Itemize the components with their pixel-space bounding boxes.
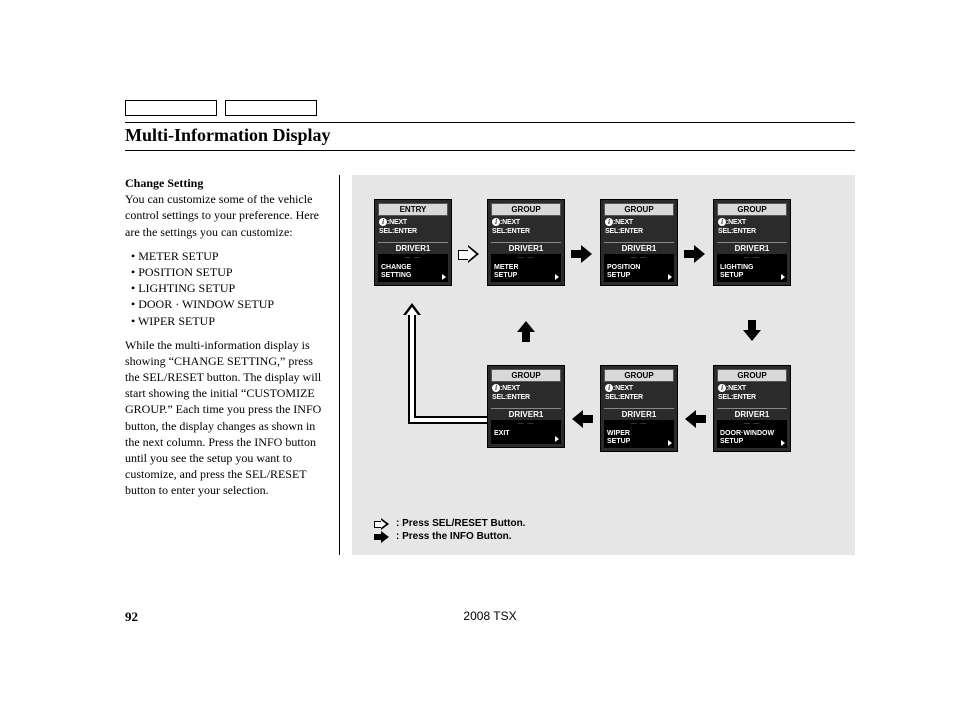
screen-header: GROUP [491, 369, 561, 382]
screen-footer: WIPERSETUP [604, 428, 674, 448]
screen-dots: — — [491, 254, 561, 262]
tab-blank-1 [125, 100, 217, 116]
screen-info: i:NEXTSEL:ENTER [717, 382, 787, 404]
intro-text: You can customize some of the vehicle co… [125, 192, 319, 238]
manual-page: Multi-Information Display Change Setting… [125, 100, 855, 555]
screen-dots: — — [604, 254, 674, 262]
settings-list: METER SETUP POSITION SETUP LIGHTING SETU… [131, 248, 327, 329]
list-item: METER SETUP [131, 248, 327, 264]
list-item: LIGHTING SETUP [131, 280, 327, 296]
screen-header: ENTRY [378, 203, 448, 216]
screen-position: GROUPi:NEXTSEL:ENTER DRIVER1— —POSITIONSE… [600, 199, 678, 286]
arrow-down-solid [743, 320, 761, 342]
screen-dots: — — [491, 420, 561, 428]
screen-exit: GROUPi:NEXTSEL:ENTER DRIVER1— —EXIT [487, 365, 565, 448]
screen-footer: EXIT [491, 428, 561, 444]
screen-driver: DRIVER1 [491, 242, 561, 254]
text-column: Change Setting You can customize some of… [125, 175, 340, 555]
screen-lighting: GROUPi:NEXTSEL:ENTER DRIVER1— —LIGHTINGSE… [713, 199, 791, 286]
screen-dots: — — [378, 254, 448, 262]
screen-footer: POSITIONSETUP [604, 262, 674, 282]
screen-dots: — — [717, 420, 787, 428]
page-number: 92 [125, 609, 138, 625]
screen-footer: CHANGESETTING [378, 262, 448, 282]
header-tabs [125, 100, 855, 116]
screen-driver: DRIVER1 [378, 242, 448, 254]
list-item: DOOR · WINDOW SETUP [131, 296, 327, 312]
screen-info: i:NEXTSEL:ENTER [491, 216, 561, 238]
screen-driver: DRIVER1 [717, 408, 787, 420]
screen-driver: DRIVER1 [604, 408, 674, 420]
arrow-up-solid [517, 320, 535, 342]
screen-entry: ENTRYi:NEXTSEL:ENTER DRIVER1— —CHANGESETT… [374, 199, 452, 286]
arrow-left-solid [571, 410, 593, 428]
content-row: Change Setting You can customize some of… [125, 175, 855, 555]
screen-info: i:NEXTSEL:ENTER [378, 216, 448, 238]
list-item: POSITION SETUP [131, 264, 327, 280]
screen-dots: — — [717, 254, 787, 262]
screen-dots: — — [604, 420, 674, 428]
arrow-outline-icon [374, 518, 390, 530]
model-year: 2008 TSX [463, 609, 516, 623]
screen-doorwin: GROUPi:NEXTSEL:ENTER DRIVER1— —DOOR·WINDO… [713, 365, 791, 452]
screen-header: GROUP [604, 203, 674, 216]
screen-wiper: GROUPi:NEXTSEL:ENTER DRIVER1— —WIPERSETUP [600, 365, 678, 452]
screen-header: GROUP [491, 203, 561, 216]
arrow-right-outline [458, 245, 480, 263]
tab-blank-2 [225, 100, 317, 116]
screen-info: i:NEXTSEL:ENTER [491, 382, 561, 404]
page-footer: 92 2008 TSX [125, 609, 855, 625]
legend-solid-row: : Press the INFO Button. [374, 530, 525, 543]
body-text: While the multi-information display is s… [125, 337, 327, 499]
legend-outline-text: : Press SEL/RESET Button. [396, 517, 525, 530]
screen-footer: METERSETUP [491, 262, 561, 282]
screen-footer: LIGHTINGSETUP [717, 262, 787, 282]
legend-solid-text: : Press the INFO Button. [396, 530, 512, 543]
list-item: WIPER SETUP [131, 313, 327, 329]
screen-info: i:NEXTSEL:ENTER [717, 216, 787, 238]
screen-footer: DOOR·WINDOWSETUP [717, 428, 787, 448]
screen-driver: DRIVER1 [717, 242, 787, 254]
screen-header: GROUP [717, 369, 787, 382]
arrow-right-solid [571, 245, 593, 263]
screen-meter: GROUPi:NEXTSEL:ENTER DRIVER1— —METERSETUP [487, 199, 565, 286]
section-subhead: Change Setting [125, 175, 327, 191]
arrow-right-solid [684, 245, 706, 263]
screen-driver: DRIVER1 [604, 242, 674, 254]
flow-diagram: : Press SEL/RESET Button. : Press the IN… [352, 175, 855, 555]
screen-header: GROUP [717, 203, 787, 216]
page-title: Multi-Information Display [125, 125, 855, 146]
screen-info: i:NEXTSEL:ENTER [604, 382, 674, 404]
loop-arrowhead-inner [406, 307, 418, 315]
title-rule: Multi-Information Display [125, 122, 855, 151]
arrow-left-solid [684, 410, 706, 428]
screen-info: i:NEXTSEL:ENTER [604, 216, 674, 238]
legend: : Press SEL/RESET Button. : Press the IN… [374, 517, 525, 543]
arrow-solid-icon [374, 531, 390, 543]
legend-outline-row: : Press SEL/RESET Button. [374, 517, 525, 530]
screen-driver: DRIVER1 [491, 408, 561, 420]
screen-header: GROUP [604, 369, 674, 382]
